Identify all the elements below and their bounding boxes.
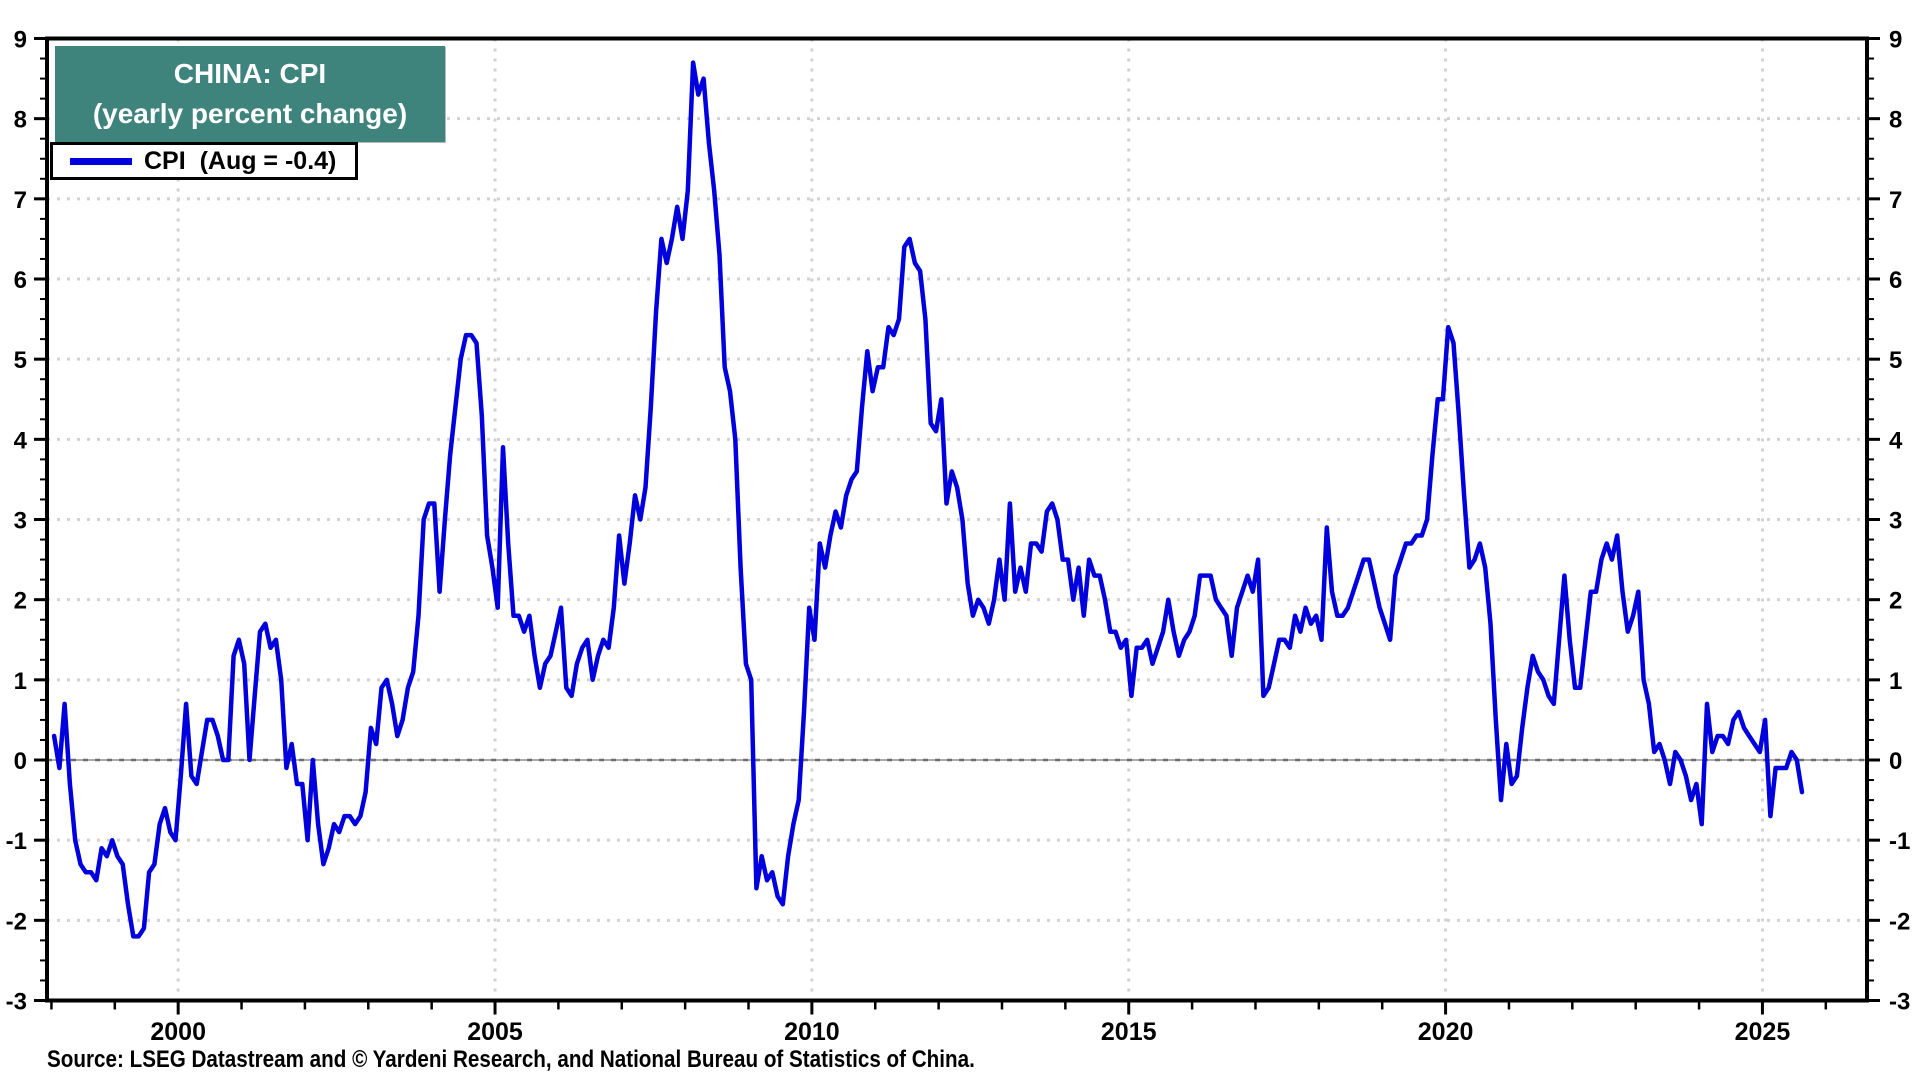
legend-label: CPI (Aug = -0.4) (144, 146, 337, 175)
y-axis-label-right: 2 (1889, 588, 1902, 615)
y-axis-label-left: 4 (14, 427, 28, 454)
chart-title: CHINA: CPI (173, 58, 327, 89)
y-axis-label-left: 6 (14, 267, 27, 294)
y-axis-label-left: 9 (14, 27, 27, 54)
y-axis-label-left: 8 (14, 107, 27, 134)
y-axis-label-left: -3 (6, 989, 27, 1016)
y-axis-label-right: 1 (1889, 668, 1902, 695)
y-axis-label-left: 0 (14, 748, 27, 775)
y-axis-label-left: -2 (6, 908, 27, 935)
y-axis-label-left: 1 (14, 668, 27, 695)
y-axis-label-right: 5 (1889, 347, 1902, 374)
y-axis-label-left: 7 (14, 187, 27, 214)
chart-subtitle: (yearly percent change) (92, 98, 408, 129)
legend: CPI (Aug = -0.4) (50, 142, 358, 180)
y-axis-label-right: 9 (1889, 27, 1902, 54)
cpi-series-line (51, 60, 1805, 939)
y-axis-label-left: 2 (14, 588, 27, 615)
y-axis-label-right: 0 (1889, 748, 1902, 775)
y-axis-label-right: 3 (1889, 508, 1902, 535)
x-axis-label: 2015 (1101, 1018, 1157, 1046)
x-axis-label: 2020 (1418, 1018, 1474, 1046)
plot-border (45, 36, 1869, 1003)
y-axis-label-right: 4 (1889, 427, 1903, 454)
chart-title-box: CHINA: CPI (yearly percent change) (55, 46, 445, 142)
y-axis-label-right: 6 (1889, 267, 1902, 294)
x-axis-label: 2005 (467, 1018, 523, 1046)
y-axis-label-right: -2 (1889, 908, 1910, 935)
y-axis-label-right: -3 (1889, 989, 1910, 1016)
x-axis-label: 2025 (1735, 1018, 1791, 1046)
y-axis-label-left: -1 (6, 828, 27, 855)
y-axis-label-left: 3 (14, 508, 27, 535)
legend-line-swatch (70, 157, 132, 165)
y-axis-label-right: -1 (1889, 828, 1910, 855)
x-axis-label: 2000 (150, 1018, 206, 1046)
source-text: Source: LSEG Datastream and © Yardeni Re… (47, 1046, 975, 1073)
y-axis-label-left: 5 (14, 347, 27, 374)
y-axis-label-right: 7 (1889, 187, 1902, 214)
y-axis-label-right: 8 (1889, 107, 1902, 134)
x-axis-label: 2010 (784, 1018, 840, 1046)
